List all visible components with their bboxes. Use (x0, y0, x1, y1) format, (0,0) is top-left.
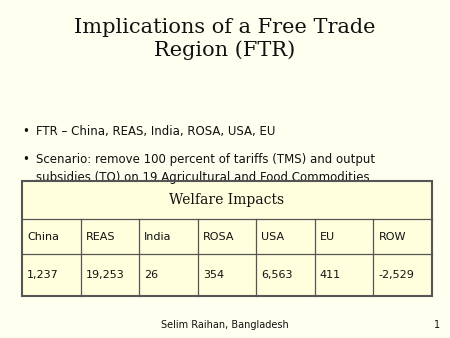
Bar (22, 181, 432, 296)
Text: REAS: REAS (86, 232, 115, 241)
Text: 411: 411 (320, 270, 341, 280)
Text: China: China (27, 232, 59, 241)
Text: Scenario: remove 100 percent of tariffs (TMS) and output
subsidies (TO) on 19 Ag: Scenario: remove 100 percent of tariffs … (36, 153, 375, 184)
Text: •: • (22, 125, 29, 138)
Text: ROW: ROW (378, 232, 406, 241)
Text: 354: 354 (202, 270, 224, 280)
Text: 1: 1 (434, 320, 440, 330)
Text: •: • (22, 153, 29, 166)
Text: -2,529: -2,529 (378, 270, 414, 280)
Text: USA: USA (261, 232, 284, 241)
Bar (22, 181, 432, 296)
Text: FTR – China, REAS, India, ROSA, USA, EU: FTR – China, REAS, India, ROSA, USA, EU (36, 125, 275, 138)
Text: Selim Raihan, Bangladesh: Selim Raihan, Bangladesh (161, 320, 289, 330)
Text: 6,563: 6,563 (261, 270, 293, 280)
Text: 26: 26 (144, 270, 158, 280)
Text: Welfare Impacts: Welfare Impacts (170, 193, 284, 207)
Text: ROSA: ROSA (202, 232, 234, 241)
Text: India: India (144, 232, 171, 241)
Text: EU: EU (320, 232, 335, 241)
Text: Implications of a Free Trade
Region (FTR): Implications of a Free Trade Region (FTR… (74, 18, 376, 60)
Text: 1,237: 1,237 (27, 270, 59, 280)
Text: 19,253: 19,253 (86, 270, 124, 280)
